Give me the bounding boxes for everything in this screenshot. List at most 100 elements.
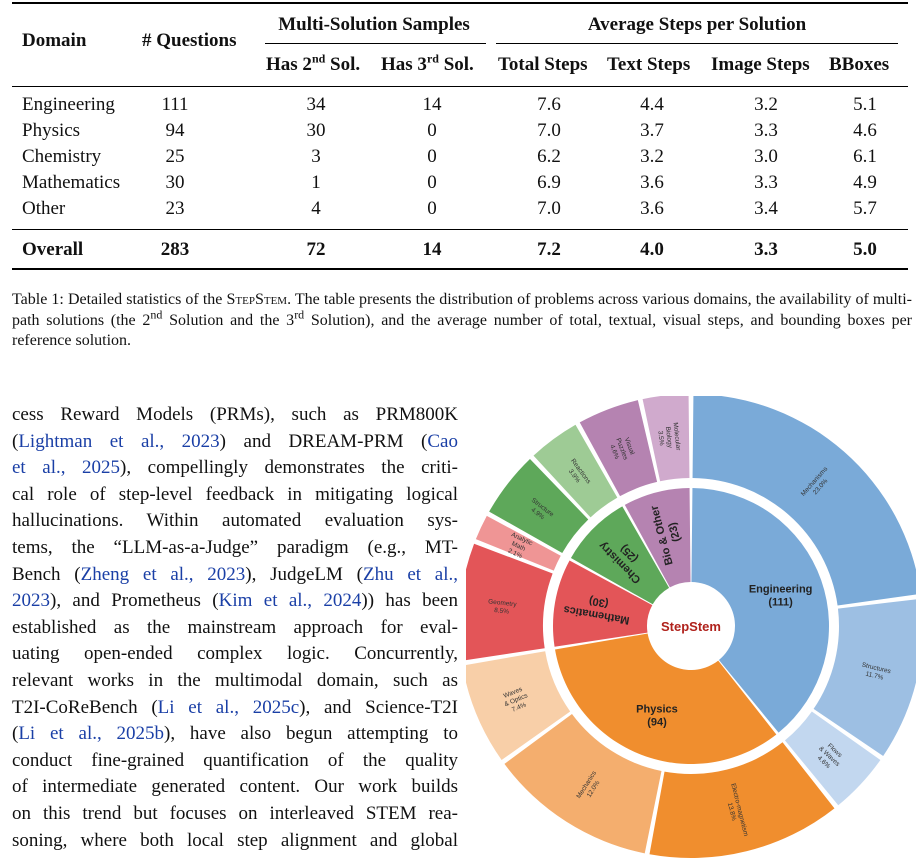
inner-segment-2 [553,560,653,647]
average-steps-cmidrule [496,43,898,44]
overall-has3: 14 [422,239,442,260]
overall-has2: 72 [306,239,326,260]
overall-questions: 283 [160,239,190,260]
row-bbox: 5.7 [853,198,877,219]
overall-text: 4.0 [640,239,664,260]
header-domain: Domain [22,30,87,51]
header-questions: # Questions [142,30,237,51]
outer-label-line: 8.5% [494,607,510,616]
row-domain: Other [22,198,66,219]
citation-link[interactable]: Li et al., 2025b [18,723,165,745]
outer-segment-mechanics [504,713,662,854]
row-text: 4.4 [640,94,664,115]
row-has3: 0 [427,198,437,219]
center-label: StepStem [661,619,721,634]
inner-segment-3 [570,506,670,605]
outer-segment-reactions [533,424,618,518]
outer-segment-geometry [466,543,553,661]
row-text: 3.2 [640,146,664,167]
row-bbox: 4.6 [853,120,877,141]
outer-label-line: Geometry [488,598,518,608]
citation-link[interactable]: 2023 [12,590,50,612]
row-text: 3.7 [640,120,664,141]
row-image: 3.3 [754,172,778,193]
row-image: 3.3 [754,120,778,141]
citation-link[interactable]: Li et al., 2025c [157,696,300,718]
table-overall-rule [12,229,908,230]
outer-label-line: 13.8% [726,802,737,822]
row-total: 6.9 [537,172,561,193]
row-total: 7.0 [537,120,561,141]
row-image: 3.0 [754,146,778,167]
header-bboxes: BBoxes [829,54,890,75]
row-has3: 14 [422,94,442,115]
row-image: 3.4 [754,198,778,219]
row-has2: 34 [306,94,326,115]
outer-label-line: 11.7% [865,671,884,682]
inner-label-0: Engineering(111) [749,583,813,608]
row-bbox: 6.1 [853,146,877,167]
row-has2: 30 [306,120,326,141]
outer-segment-structure [489,458,589,554]
header-image-steps: Image Steps [711,54,810,75]
row-questions: 23 [165,198,185,219]
citation-link[interactable]: Kim et al., 2024 [218,590,362,612]
inner-label-count: (94) [647,717,667,729]
domain-sunburst-chart: Engineering(111)Physics(94)Mathematics(3… [466,396,916,858]
outer-segment-molecular-biology [642,396,690,482]
row-questions: 111 [161,94,189,115]
outer-label-line: 3.5% [656,430,665,446]
row-has2: 3 [311,146,321,167]
header-average-steps: Average Steps per Solution [587,14,807,35]
body-paragraph: cess Reward Models (PRMs), such as PRM80… [12,404,459,851]
multi-solution-cmidrule [265,43,486,44]
citation-link[interactable]: et al., 2025 [12,457,121,479]
header-text-steps: Text Steps [607,54,691,75]
row-domain: Mathematics [22,172,121,193]
outer-segment-analytic-math [475,515,561,571]
inner-segment-1 [555,633,777,764]
overall-total: 7.2 [537,239,561,260]
row-text: 3.6 [640,198,664,219]
row-image: 3.2 [754,94,778,115]
outer-label-line: Molecular [672,422,682,452]
row-bbox: 5.1 [853,94,877,115]
inner-label-name: Physics [636,704,678,716]
header-multi-solution: Multi-Solution Samples [278,14,470,35]
table-bottom-rule [12,268,908,270]
row-has2: 4 [311,198,321,219]
row-total: 6.2 [537,146,561,167]
overall-bbox: 5.0 [853,239,877,260]
row-has3: 0 [427,146,437,167]
outer-segment-mechanisms [692,396,916,606]
inner-label-name: Engineering [749,583,813,595]
row-domain: Engineering [22,94,115,115]
outer-segment-flows-waves [784,711,881,806]
table-caption: Table 1: Detailed statistics of the Step… [12,291,913,349]
inner-label-1: Physics(94) [636,704,678,729]
citation-link[interactable]: Cao [427,430,458,452]
row-questions: 25 [165,146,185,167]
row-has3: 0 [427,172,437,193]
inner-segment-4 [624,488,691,588]
row-bbox: 4.9 [853,172,877,193]
row-domain: Chemistry [22,146,102,167]
citation-link[interactable]: Lightman et al., 2023 [18,430,220,452]
citation-link[interactable]: Zheng et al., 2023 [80,563,246,585]
outer-segment-electro-magnetism [649,742,835,858]
outer-label-line: Biology [664,426,673,449]
row-has2: 1 [311,172,321,193]
row-questions: 94 [165,120,185,141]
header-total-steps: Total Steps [498,54,588,75]
citation-link[interactable]: Zhu et al., [363,563,459,585]
row-has3: 0 [427,120,437,141]
inner-label-count: (111) [768,596,793,608]
outer-label-line: 4.6% [608,444,620,461]
overall-domain: Overall [22,239,84,260]
header-has-2nd-sol: Has 2nd Sol. [266,51,361,75]
row-questions: 30 [165,172,185,193]
header-has-3rd-sol: Has 3rd Sol. [381,51,474,75]
row-total: 7.6 [537,94,561,115]
